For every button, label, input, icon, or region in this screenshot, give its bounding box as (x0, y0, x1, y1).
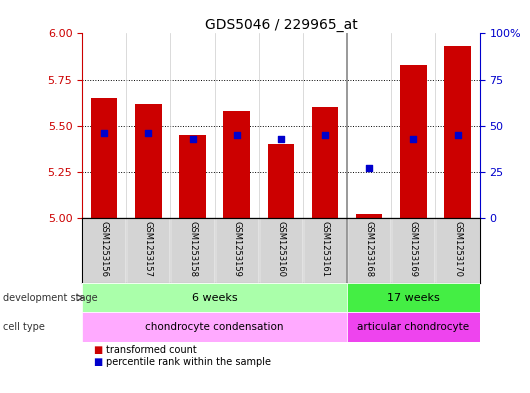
Text: development stage: development stage (3, 293, 98, 303)
Point (277, 136, 285, 142)
Bar (82, 218, 126, 283)
Bar (347, 312, 480, 342)
Text: 17 weeks: 17 weeks (387, 293, 440, 303)
Bar (224, 111, 250, 218)
Text: GSM1253159: GSM1253159 (232, 221, 241, 277)
Point (409, 136, 418, 142)
Point (321, 132, 329, 138)
Text: GSM1253156: GSM1253156 (100, 221, 109, 277)
Text: chondrocyte condensation: chondrocyte condensation (145, 322, 284, 332)
Bar (82, 283, 347, 312)
Bar (82, 312, 347, 342)
Bar (436, 218, 480, 283)
Text: articular chondrocyte: articular chondrocyte (357, 322, 470, 332)
Point (233, 132, 241, 138)
Text: GSM1253170: GSM1253170 (453, 221, 462, 277)
Bar (171, 218, 215, 283)
Point (100, 130, 109, 136)
Bar (444, 46, 471, 218)
Bar (391, 218, 436, 283)
Bar (303, 218, 347, 283)
Point (188, 136, 197, 142)
Bar (400, 65, 427, 218)
Text: GSM1253157: GSM1253157 (144, 221, 153, 277)
Bar (268, 144, 294, 218)
Text: GSM1253169: GSM1253169 (409, 221, 418, 277)
Text: percentile rank within the sample: percentile rank within the sample (106, 356, 271, 367)
Text: GSM1253158: GSM1253158 (188, 221, 197, 277)
Text: cell type: cell type (3, 322, 45, 332)
Bar (126, 218, 171, 283)
Bar (179, 135, 206, 218)
Text: ■: ■ (93, 345, 102, 355)
Text: GSM1253161: GSM1253161 (321, 221, 330, 277)
Bar (135, 104, 162, 218)
Bar (347, 218, 391, 283)
Bar (91, 98, 118, 218)
Text: GSM1253168: GSM1253168 (365, 221, 374, 277)
Text: GSM1253160: GSM1253160 (277, 221, 285, 277)
Bar (347, 283, 480, 312)
Text: ■: ■ (93, 356, 102, 367)
Bar (356, 215, 383, 218)
Bar (259, 218, 303, 283)
Title: GDS5046 / 229965_at: GDS5046 / 229965_at (205, 18, 357, 32)
Text: 6 weeks: 6 weeks (192, 293, 237, 303)
Point (365, 165, 374, 171)
Text: transformed count: transformed count (106, 345, 197, 355)
Bar (215, 218, 259, 283)
Point (144, 130, 153, 136)
Point (453, 132, 462, 138)
Bar (312, 107, 338, 218)
